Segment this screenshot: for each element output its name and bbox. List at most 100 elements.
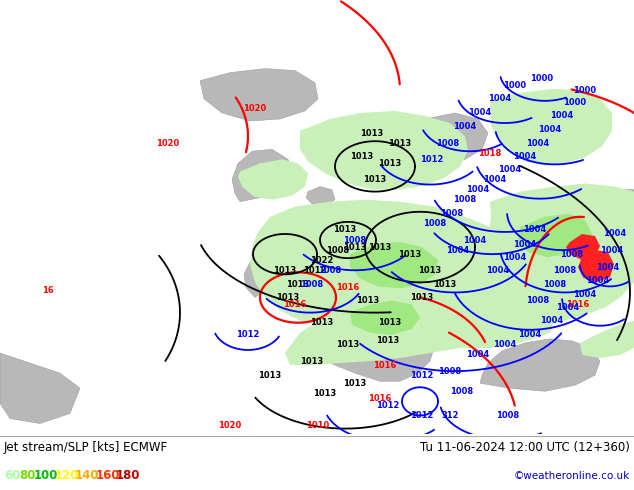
Text: 1013: 1013	[398, 249, 422, 259]
Text: 1000: 1000	[503, 81, 527, 90]
Polygon shape	[306, 187, 335, 206]
Text: 1020: 1020	[218, 421, 242, 430]
Text: 1008: 1008	[441, 209, 463, 219]
Text: 1013: 1013	[301, 357, 323, 366]
Polygon shape	[350, 242, 438, 289]
Polygon shape	[400, 113, 488, 163]
Text: 312: 312	[441, 411, 459, 420]
Polygon shape	[480, 339, 600, 392]
Text: 1004: 1004	[493, 341, 517, 349]
Polygon shape	[580, 320, 634, 358]
Text: 1000: 1000	[564, 98, 586, 107]
Text: 1008: 1008	[439, 367, 462, 376]
Text: 1004: 1004	[573, 290, 597, 299]
Text: 1013: 1013	[344, 379, 366, 388]
Text: 1008: 1008	[526, 296, 550, 305]
Text: 1020: 1020	[157, 139, 179, 147]
Text: ©weatheronline.co.uk: ©weatheronline.co.uk	[514, 471, 630, 481]
Text: 1012: 1012	[410, 370, 434, 380]
Text: 1016: 1016	[283, 300, 307, 309]
Text: 1004: 1004	[453, 122, 477, 130]
Text: 1013: 1013	[273, 266, 297, 275]
Text: 1013: 1013	[344, 243, 366, 251]
Text: 1004: 1004	[586, 276, 610, 285]
Polygon shape	[0, 353, 80, 423]
Text: 1004: 1004	[498, 165, 522, 174]
Text: 1008: 1008	[436, 139, 460, 147]
Text: 1004: 1004	[600, 245, 624, 255]
Text: 16: 16	[42, 286, 54, 295]
Polygon shape	[563, 190, 634, 234]
Text: 1008: 1008	[424, 220, 446, 228]
Text: 1008: 1008	[543, 280, 567, 289]
Text: 160: 160	[96, 469, 120, 483]
Text: 1004: 1004	[514, 240, 536, 248]
Polygon shape	[285, 288, 555, 365]
Text: Jet stream/SLP [kts] ECMWF: Jet stream/SLP [kts] ECMWF	[4, 441, 168, 454]
Polygon shape	[250, 200, 520, 331]
Text: 1013: 1013	[287, 280, 309, 289]
Text: 1004: 1004	[597, 263, 619, 272]
Text: 1008: 1008	[450, 387, 474, 396]
Text: 1013: 1013	[434, 280, 456, 289]
Text: 1022: 1022	[310, 256, 333, 265]
Text: 1012: 1012	[303, 266, 327, 275]
Text: 1013: 1013	[333, 225, 356, 234]
Text: 1016: 1016	[368, 394, 392, 403]
Text: 1013: 1013	[378, 159, 401, 168]
Polygon shape	[566, 234, 600, 260]
Text: 1013: 1013	[351, 152, 373, 161]
Text: 1013: 1013	[313, 389, 337, 398]
Polygon shape	[350, 300, 420, 335]
Text: 80: 80	[19, 469, 36, 483]
Text: 1004: 1004	[469, 108, 491, 118]
Text: 1013: 1013	[311, 318, 333, 327]
Text: 1000: 1000	[531, 74, 553, 83]
Text: 1013: 1013	[410, 293, 434, 302]
Text: 1008: 1008	[301, 280, 323, 289]
Polygon shape	[244, 257, 282, 297]
Text: 1012: 1012	[420, 155, 444, 164]
Text: 100: 100	[34, 469, 58, 483]
Text: 1004: 1004	[524, 225, 547, 234]
Polygon shape	[485, 184, 634, 323]
Text: 1004: 1004	[550, 112, 574, 121]
Text: 1013: 1013	[418, 266, 442, 275]
Text: 1004: 1004	[463, 236, 487, 245]
Text: 1012: 1012	[377, 401, 399, 410]
Text: 1013: 1013	[368, 243, 392, 251]
Text: 140: 140	[75, 469, 100, 483]
Polygon shape	[490, 89, 612, 166]
Text: 1013: 1013	[377, 336, 399, 345]
Polygon shape	[232, 149, 295, 202]
Text: 1016: 1016	[336, 283, 359, 292]
Text: 1004: 1004	[467, 350, 489, 360]
Text: 1013: 1013	[356, 296, 380, 305]
Text: 120: 120	[55, 469, 79, 483]
Polygon shape	[518, 214, 592, 257]
Polygon shape	[300, 111, 468, 190]
Text: 1018: 1018	[479, 149, 501, 158]
Text: 1008: 1008	[453, 195, 477, 204]
Text: 1004: 1004	[488, 95, 512, 103]
Text: 1004: 1004	[540, 316, 564, 325]
Text: 1004: 1004	[538, 124, 562, 134]
Text: 1020: 1020	[243, 104, 267, 113]
Text: 1013: 1013	[363, 175, 387, 184]
Text: 1013: 1013	[389, 139, 411, 147]
Text: 1008: 1008	[560, 249, 583, 259]
Polygon shape	[578, 250, 614, 282]
Text: 1013: 1013	[360, 128, 384, 138]
Text: 1013: 1013	[337, 341, 359, 349]
Text: 60: 60	[4, 469, 20, 483]
Polygon shape	[312, 220, 488, 315]
Text: 1000: 1000	[573, 86, 597, 95]
Text: 1016: 1016	[566, 300, 590, 309]
Text: 1016: 1016	[373, 361, 397, 369]
Text: Tu 11-06-2024 12:00 UTC (12+360): Tu 11-06-2024 12:00 UTC (12+360)	[420, 441, 630, 454]
Text: 1004: 1004	[526, 139, 550, 147]
Text: 1004: 1004	[446, 245, 470, 255]
Polygon shape	[238, 159, 308, 200]
Text: 1013: 1013	[276, 293, 300, 302]
Text: 1008: 1008	[318, 266, 342, 275]
